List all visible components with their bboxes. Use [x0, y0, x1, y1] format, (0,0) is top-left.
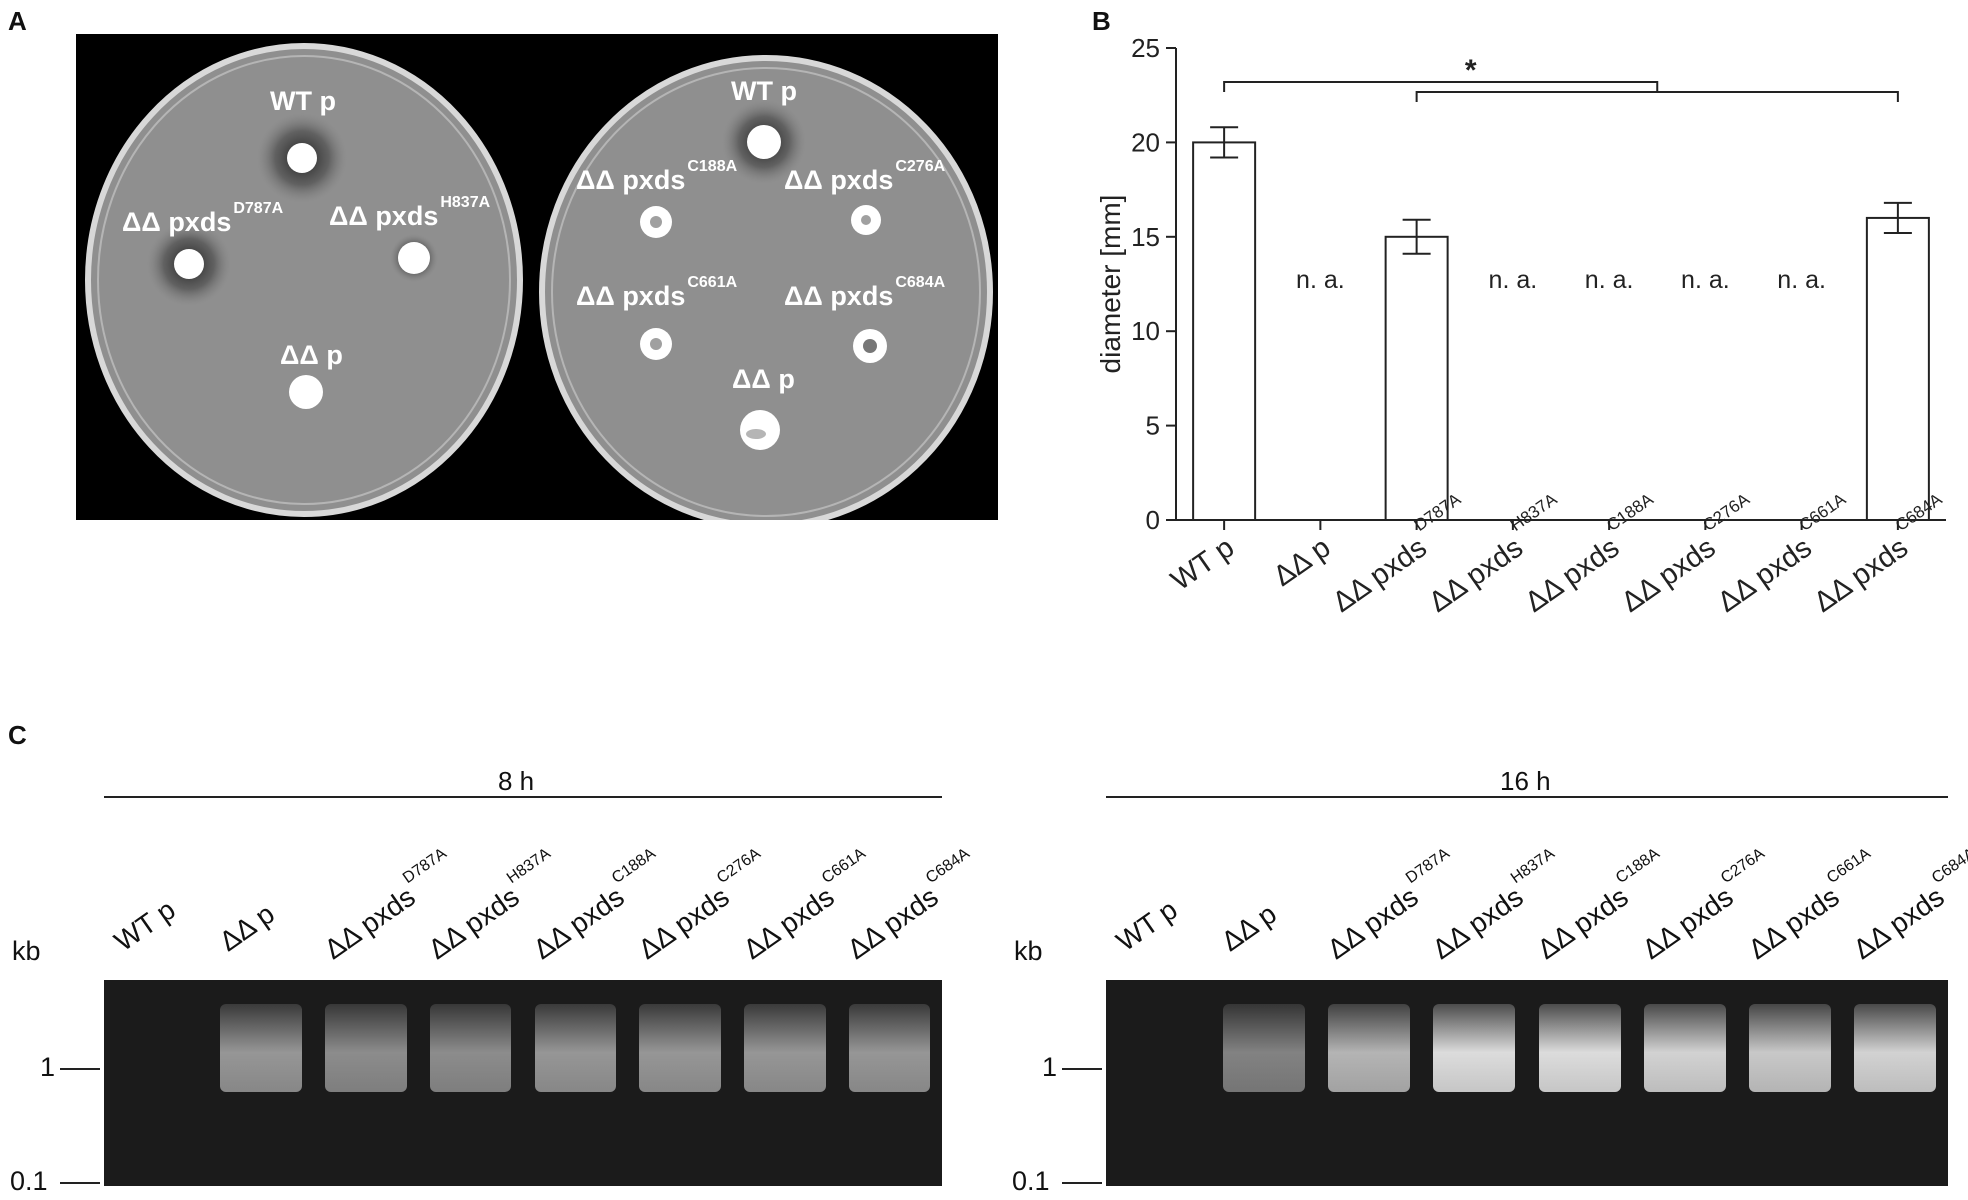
panel-letter-c: C [8, 720, 27, 750]
svg-text:ΔΔ pxds: ΔΔ pxds [1616, 532, 1722, 619]
marker-0.1kb-right: 0.1 [1012, 1166, 1050, 1196]
y-tick-label: 15 [1131, 222, 1160, 252]
marker-tick [1062, 1182, 1102, 1184]
na-label: n. a. [1777, 266, 1826, 294]
gel-band [534, 1004, 617, 1092]
y-tick-label: 0 [1146, 505, 1160, 535]
gel-band [1433, 1004, 1516, 1092]
gel-band [429, 1004, 512, 1092]
svg-text:ΔΔ p: ΔΔ p [1268, 532, 1337, 593]
gel-band [220, 1004, 302, 1092]
right-petri-dish [539, 55, 993, 520]
svg-text:ΔΔ pxds: ΔΔ pxds [1423, 532, 1529, 619]
significance-star: * [1465, 54, 1477, 87]
plate-label: ΔΔ pxds C661A [576, 274, 738, 311]
na-label: n. a. [1296, 266, 1345, 294]
y-axis-label: diameter [mm] [1095, 195, 1126, 374]
left-petri-dish [85, 43, 523, 517]
gel-image-8h [104, 980, 942, 1186]
time-underline-left [104, 796, 942, 798]
plate-label: ΔΔ p [732, 364, 795, 394]
colony [289, 375, 323, 409]
gel-band [1328, 1004, 1411, 1092]
panel-letter-b: B [1092, 6, 1111, 36]
gel-band [744, 1004, 826, 1092]
svg-text:WT p: WT p [1165, 532, 1240, 598]
gel-band [325, 1004, 407, 1092]
x-category-label: ΔΔ p [1268, 532, 1337, 593]
plates-drawing [85, 43, 993, 520]
gel-lane-label: ΔΔ p [213, 897, 280, 958]
gel-band [848, 1004, 931, 1092]
time-underline-right [1106, 796, 1948, 798]
gel-band [1222, 1004, 1305, 1092]
bar [1384, 235, 1449, 522]
svg-text:ΔΔ pxds: ΔΔ pxds [1327, 532, 1433, 619]
colony [174, 249, 204, 279]
bar [1865, 216, 1930, 521]
marker-tick [60, 1182, 100, 1184]
gel-band [1538, 1004, 1621, 1092]
kb-label-right: kb [1014, 936, 1043, 966]
colony [747, 125, 781, 159]
bar [1192, 141, 1257, 522]
marker-1kb-right: 1 [1042, 1052, 1058, 1082]
x-category-superscript: C661A [1796, 489, 1850, 535]
plate-label: WT p [731, 76, 797, 106]
gel-time-label-right: 16 h [1500, 766, 1551, 796]
y-tick-label: 5 [1146, 411, 1160, 441]
svg-text:ΔΔ pxds: ΔΔ pxds [1712, 532, 1818, 619]
plate-label: ΔΔ pxds C276A [784, 158, 946, 195]
gel-time-label-left: 8 h [498, 766, 535, 796]
panel-letter-a: A [8, 6, 27, 36]
na-label: n. a. [1681, 266, 1730, 294]
svg-text:ΔΔ pxds: ΔΔ pxds [1520, 532, 1626, 619]
marker-0.1kb-left: 0.1 [10, 1166, 48, 1196]
y-tick-label: 25 [1131, 33, 1160, 63]
colony [287, 143, 317, 173]
marker-1kb-left: 1 [40, 1052, 56, 1082]
agar-plates-photo: WT p ΔΔ pxds D787A ΔΔ pxds H837A ΔΔ p WT p… [76, 34, 998, 520]
gel-band [1749, 1004, 1832, 1092]
plate-label: ΔΔ pxds C684A [784, 274, 946, 311]
gel-band [1854, 1004, 1937, 1092]
plate-label: ΔΔ pxds C188A [576, 158, 738, 195]
kb-label-left: kb [12, 936, 41, 966]
plate-label: ΔΔ p [280, 340, 343, 370]
y-tick-label: 20 [1131, 127, 1160, 157]
x-category-label: WT p [1165, 532, 1240, 598]
x-category-superscript: H837A [1507, 489, 1561, 535]
gel-band [639, 1004, 721, 1092]
significance-bracket-lower [1415, 91, 1899, 102]
significance-bracket-upper [1223, 81, 1659, 92]
gel-band [1643, 1004, 1726, 1092]
y-tick-label: 10 [1131, 316, 1160, 346]
plate-label: WT p [270, 86, 336, 116]
gel-image-16h [1106, 980, 1948, 1186]
marker-tick [1062, 1068, 1102, 1070]
gel-lane-label: ΔΔ p [1216, 897, 1283, 958]
plate-label: ΔΔ pxds H837A [329, 194, 491, 231]
x-category-superscript: C276A [1699, 489, 1753, 535]
colony [398, 242, 430, 274]
na-label: n. a. [1585, 266, 1634, 294]
na-label: n. a. [1489, 266, 1538, 294]
gel-lane-label: WT p [108, 893, 181, 958]
x-category-superscript: C188A [1603, 489, 1657, 535]
gel-lane-label: WT p [1110, 893, 1183, 958]
marker-tick [60, 1068, 100, 1070]
svg-text:ΔΔ pxds: ΔΔ pxds [1808, 532, 1914, 619]
plate-label: ΔΔ pxds D787A [122, 200, 284, 237]
